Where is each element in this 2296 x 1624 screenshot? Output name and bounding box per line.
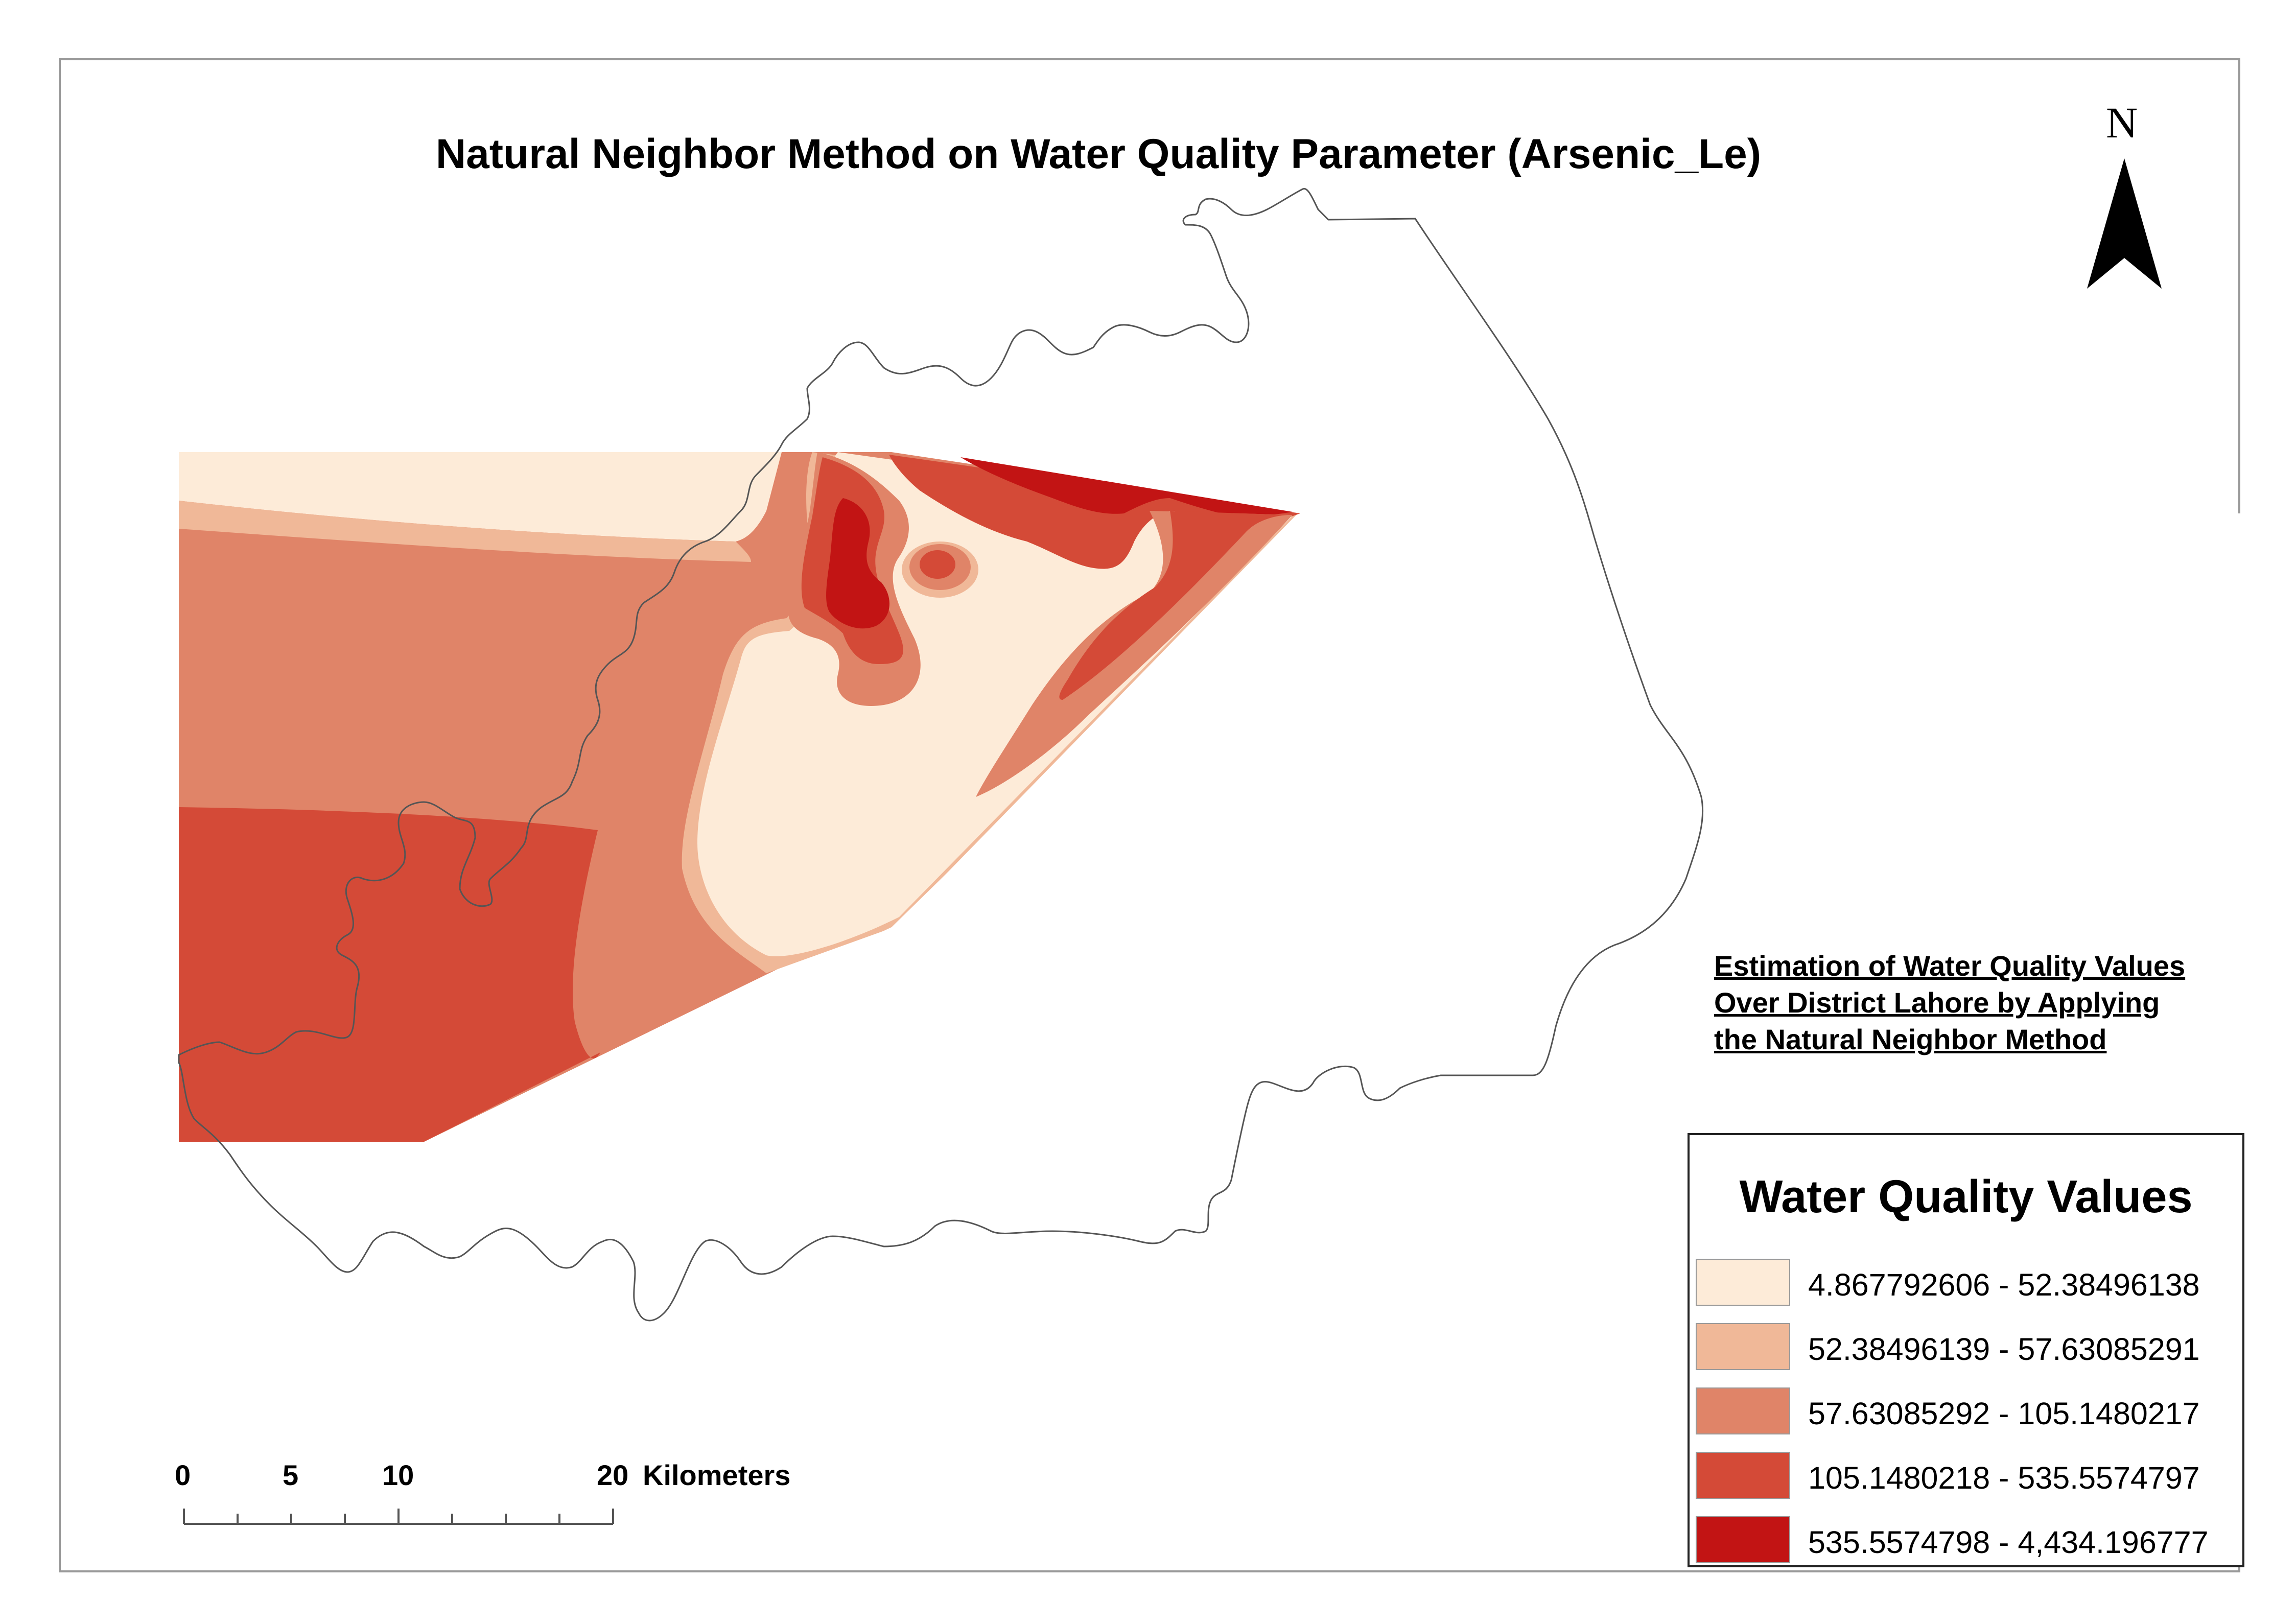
raster-class-4-northeast-band [889, 455, 1300, 569]
legend-item: 535.5574798 - 4,434.196777 [1696, 1516, 2242, 1567]
legend: Water Quality Values 4.867792606 - 52.38… [1688, 1133, 2244, 1567]
raster-edge-mask [429, 513, 2296, 1144]
raster-class-3-east-wedge [976, 511, 1293, 797]
interpolation-raster [179, 452, 2296, 1144]
legend-label: 4.867792606 - 52.38496138 [1808, 1267, 2200, 1302]
legend-label: 57.63085292 - 105.1480217 [1808, 1396, 2200, 1431]
raster-class-1-north-band [179, 452, 782, 542]
legend-label: 535.5574798 - 4,434.196777 [1808, 1525, 2209, 1560]
legend-label: 52.38496139 - 57.63085291 [1808, 1332, 2200, 1367]
legend-swatch [1696, 1516, 1790, 1563]
scale-tick-20: 20 [597, 1459, 629, 1491]
scale-tick-0: 0 [175, 1459, 191, 1491]
raster-class-5-northeast-band [960, 457, 1293, 516]
scale-bar [183, 1509, 614, 1525]
legend-swatch [1696, 1452, 1790, 1499]
raster-class-4-east-wedge [1059, 511, 1287, 700]
note-line-1: Estimation of Water Quality Values [1714, 950, 2186, 982]
scale-tick-5: 5 [283, 1459, 299, 1491]
legend-item: 105.1480218 - 535.5574797 [1696, 1452, 2242, 1503]
scale-tick-10: 10 [382, 1459, 414, 1491]
raster-class-5-hotspot [826, 498, 890, 629]
map-title: Natural Neighbor Method on Water Quality… [435, 131, 1762, 177]
legend-swatch [1696, 1259, 1790, 1306]
estimation-note: Estimation of Water Quality Values Over … [1714, 948, 2276, 1058]
note-line-3: the Natural Neighbor Method [1714, 1023, 2107, 1055]
raster-class-2-north-band [179, 501, 751, 562]
note-line-2: Over District Lahore by Applying [1714, 986, 2160, 1019]
legend-swatch [1696, 1387, 1790, 1434]
legend-item: 52.38496139 - 57.63085291 [1696, 1323, 2242, 1374]
north-arrow-icon [2087, 158, 2162, 289]
legend-item: 57.63085292 - 105.1480217 [1696, 1387, 2242, 1439]
legend-label: 105.1480218 - 535.5574797 [1808, 1461, 2200, 1495]
raster-class-4-southwest [179, 807, 600, 1142]
legend-title: Water Quality Values [1739, 1171, 2193, 1222]
north-label: N [2105, 98, 2138, 147]
legend-item: 4.867792606 - 52.38496138 [1696, 1259, 2242, 1310]
scale-units: Kilometers [643, 1459, 791, 1491]
raster-class-4-oval [920, 550, 955, 579]
district-boundary [178, 187, 1704, 1322]
legend-swatch [1696, 1323, 1790, 1370]
